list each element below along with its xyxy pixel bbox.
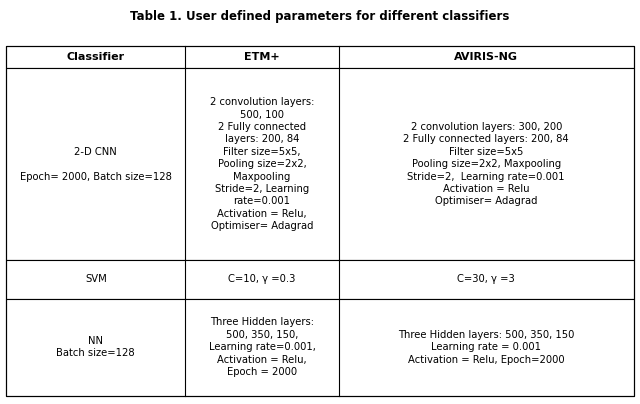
Text: 2-D CNN

Epoch= 2000, Batch size=128: 2-D CNN Epoch= 2000, Batch size=128 xyxy=(20,147,172,182)
Bar xyxy=(6,260,634,299)
Text: SVM: SVM xyxy=(85,274,107,284)
Bar xyxy=(6,46,634,396)
Text: NN
Batch size=128: NN Batch size=128 xyxy=(56,336,135,358)
Bar xyxy=(6,68,634,260)
Text: C=10, γ =0.3: C=10, γ =0.3 xyxy=(228,274,296,284)
Text: Three Hidden layers: 500, 350, 150
Learning rate = 0.001
Activation = Relu, Epoc: Three Hidden layers: 500, 350, 150 Learn… xyxy=(398,330,574,365)
Bar xyxy=(6,299,634,396)
Text: Three Hidden layers:
500, 350, 150,
Learning rate=0.001,
Activation = Relu,
Epoc: Three Hidden layers: 500, 350, 150, Lear… xyxy=(209,318,316,377)
Text: 2 convolution layers:
500, 100
2 Fully connected
layers: 200, 84
Filter size=5x5: 2 convolution layers: 500, 100 2 Fully c… xyxy=(210,97,314,231)
Text: C=30, γ =3: C=30, γ =3 xyxy=(458,274,515,284)
Text: ETM+: ETM+ xyxy=(244,53,280,63)
Bar xyxy=(6,46,634,68)
Text: AVIRIS-NG: AVIRIS-NG xyxy=(454,53,518,63)
Text: Classifier: Classifier xyxy=(67,53,125,63)
Text: Table 1. User defined parameters for different classifiers: Table 1. User defined parameters for dif… xyxy=(131,10,509,23)
Text: 2 convolution layers: 300, 200
2 Fully connected layers: 200, 84
Filter size=5x5: 2 convolution layers: 300, 200 2 Fully c… xyxy=(403,122,569,206)
